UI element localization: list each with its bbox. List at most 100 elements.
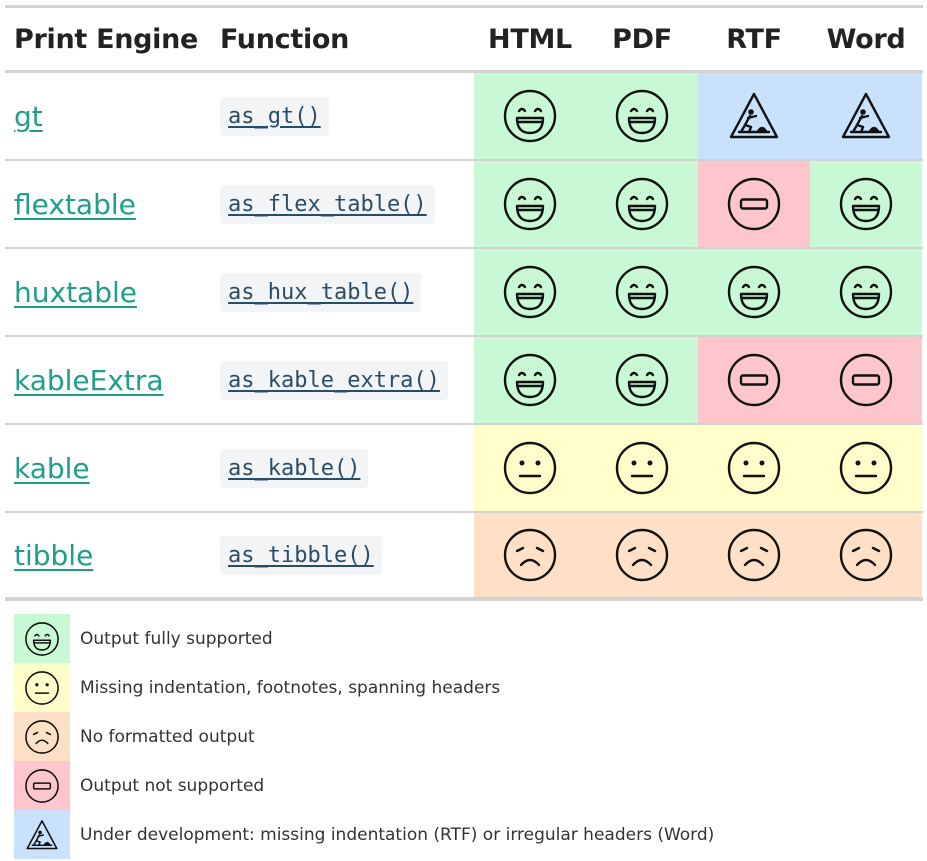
status-cell-rtf [698, 249, 810, 335]
legend-label: Missing indentation, footnotes, spanning… [80, 677, 501, 698]
legend-label: Output fully supported [80, 628, 273, 649]
table-header: Print Engine Function HTML PDF RTF Word [5, 8, 923, 73]
function-cell: as_flex_table() [211, 161, 474, 247]
status-cell-pdf [586, 161, 698, 247]
neutral-face-icon [14, 663, 70, 712]
no-entry-icon [726, 176, 782, 232]
status-cell-html [474, 73, 586, 159]
laughing-face-icon [838, 264, 894, 320]
laughing-face-icon [726, 264, 782, 320]
legend: Output fully supported Missing indentatio… [14, 614, 914, 859]
header-rtf: RTF [726, 23, 782, 55]
header-function: Function [220, 23, 350, 55]
function-cell: as_tibble() [211, 513, 474, 597]
header-print-engine: Print Engine [14, 23, 199, 55]
construction-sign-icon [14, 810, 70, 859]
legend-item: Output fully supported [14, 614, 914, 663]
laughing-face-icon [502, 264, 558, 320]
status-cell-word [810, 249, 922, 335]
legend-item: Missing indentation, footnotes, spanning… [14, 663, 914, 712]
status-cell-pdf [586, 73, 698, 159]
table-row: tibble as_tibble() [5, 513, 923, 601]
neutral-face-icon [838, 440, 894, 496]
legend-label: Output not supported [80, 775, 265, 796]
no-entry-icon [726, 352, 782, 408]
status-cell-word [810, 425, 922, 511]
sad-face-icon [502, 527, 558, 583]
status-cell-html [474, 337, 586, 423]
function-cell: as_hux_table() [211, 249, 474, 335]
header-html: HTML [488, 23, 572, 55]
status-cell-word [810, 337, 922, 423]
engine-link[interactable]: tibble [14, 538, 94, 572]
laughing-face-icon [838, 176, 894, 232]
table-row: kableExtra as_kable_extra() [5, 337, 923, 425]
function-cell: as_gt() [211, 73, 474, 159]
sad-face-icon [838, 527, 894, 583]
construction-sign-icon [726, 88, 782, 144]
neutral-face-icon [614, 440, 670, 496]
status-cell-html [474, 161, 586, 247]
status-cell-pdf [586, 425, 698, 511]
function-link[interactable]: as_gt() [220, 96, 329, 136]
engine-cell: kableExtra [5, 337, 211, 423]
engine-cell: flextable [5, 161, 211, 247]
engine-cell: huxtable [5, 249, 211, 335]
engine-cell: kable [5, 425, 211, 511]
status-cell-word [810, 513, 922, 597]
engine-link[interactable]: huxtable [14, 275, 137, 309]
table-row: kable as_kable() [5, 425, 923, 513]
construction-sign-icon [838, 88, 894, 144]
no-entry-icon [14, 761, 70, 810]
neutral-face-icon [726, 440, 782, 496]
function-cell: as_kable_extra() [211, 337, 474, 423]
engine-cell: tibble [5, 513, 211, 597]
status-cell-html [474, 249, 586, 335]
legend-item: Output not supported [14, 761, 914, 810]
laughing-face-icon [502, 88, 558, 144]
engine-link[interactable]: flextable [14, 187, 136, 221]
status-cell-word [810, 161, 922, 247]
status-cell-pdf [586, 513, 698, 597]
function-link[interactable]: as_kable() [220, 448, 369, 488]
laughing-face-icon [502, 176, 558, 232]
status-cell-pdf [586, 337, 698, 423]
laughing-face-icon [614, 264, 670, 320]
no-entry-icon [838, 352, 894, 408]
table-top-rule [5, 5, 923, 8]
header-word: Word [826, 23, 906, 55]
status-cell-pdf [586, 249, 698, 335]
table-row: gt as_gt() [5, 73, 923, 161]
table-row: flextable as_flex_table() [5, 161, 923, 249]
function-link[interactable]: as_hux_table() [220, 272, 422, 312]
engine-link[interactable]: kableExtra [14, 363, 164, 397]
function-link[interactable]: as_flex_table() [220, 184, 435, 224]
function-cell: as_kable() [211, 425, 474, 511]
support-table: Print Engine Function HTML PDF RTF Word … [5, 5, 923, 601]
table-row: huxtable as_hux_table() [5, 249, 923, 337]
status-cell-html [474, 425, 586, 511]
sad-face-icon [14, 712, 70, 761]
legend-item: Under development: missing indentation (… [14, 810, 914, 859]
function-link[interactable]: as_kable_extra() [220, 360, 448, 400]
header-pdf: PDF [612, 23, 672, 55]
status-cell-rtf [698, 73, 810, 159]
engine-link[interactable]: kable [14, 451, 90, 485]
status-cell-html [474, 513, 586, 597]
engine-cell: gt [5, 73, 211, 159]
status-cell-rtf [698, 337, 810, 423]
engine-link[interactable]: gt [14, 99, 43, 133]
laughing-face-icon [614, 176, 670, 232]
status-cell-rtf [698, 425, 810, 511]
status-cell-rtf [698, 161, 810, 247]
laughing-face-icon [614, 352, 670, 408]
legend-label: No formatted output [80, 726, 255, 747]
status-cell-word [810, 73, 922, 159]
legend-item: No formatted output [14, 712, 914, 761]
legend-label: Under development: missing indentation (… [80, 824, 715, 845]
sad-face-icon [726, 527, 782, 583]
laughing-face-icon [614, 88, 670, 144]
sad-face-icon [614, 527, 670, 583]
neutral-face-icon [502, 440, 558, 496]
function-link[interactable]: as_tibble() [220, 535, 382, 575]
